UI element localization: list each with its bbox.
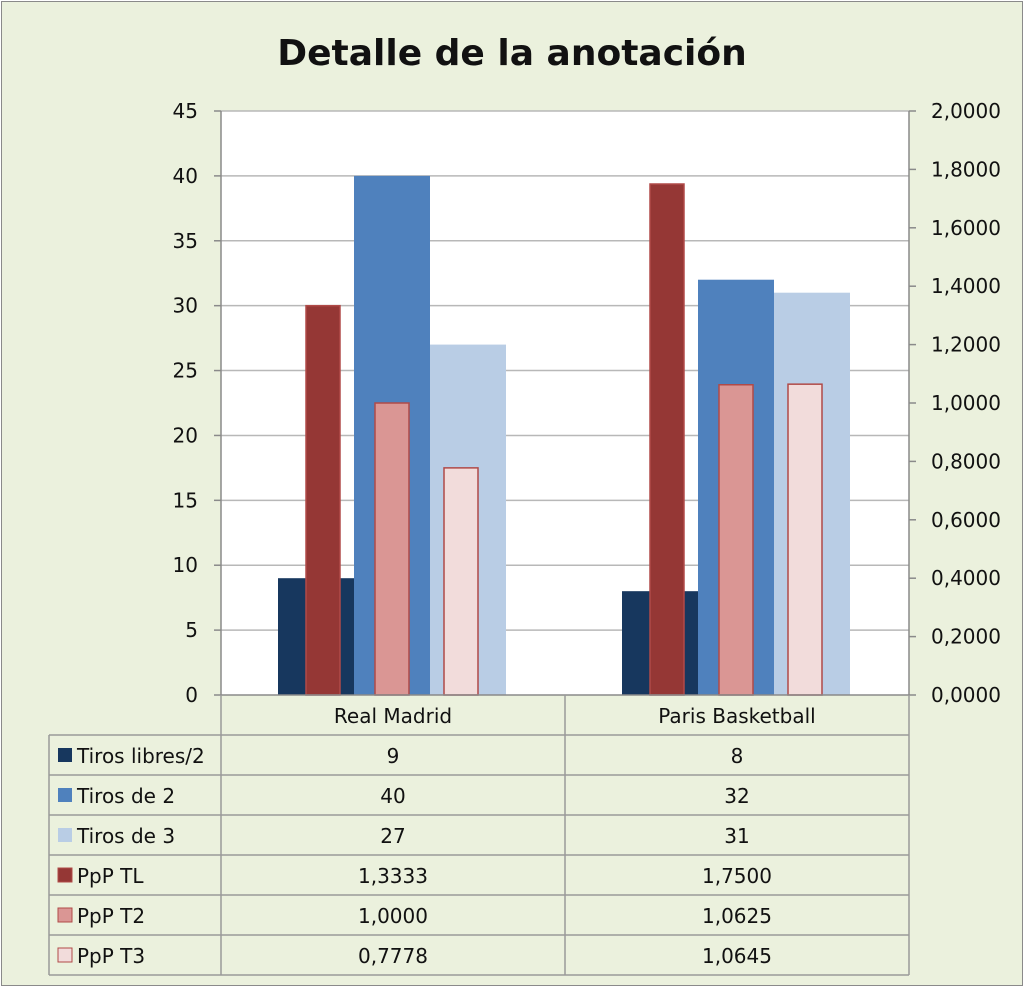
legend-label: PpP TL (77, 864, 144, 888)
legend-key (58, 748, 72, 762)
data-label: 40 (380, 784, 405, 808)
right-tick-label: 0,4000 (931, 566, 1001, 590)
left-tick-label: 20 (173, 423, 198, 447)
legend-label: Tiros de 3 (76, 824, 175, 848)
data-label: 9 (387, 744, 400, 768)
data-label: 1,7500 (702, 864, 772, 888)
left-tick-label: 25 (173, 359, 198, 383)
right-tick-label: 1,4000 (931, 274, 1001, 298)
right-tick-label: 0,0000 (931, 683, 1001, 707)
left-tick-label: 15 (173, 488, 198, 512)
left-tick-label: 0 (185, 683, 198, 707)
legend-label: Tiros de 2 (76, 784, 175, 808)
bar-ppp-tl (649, 183, 685, 696)
right-tick-label: 1,0000 (931, 391, 1001, 415)
data-label: 27 (380, 824, 405, 848)
right-tick-label: 0,2000 (931, 625, 1001, 649)
data-label: 1,3333 (358, 864, 428, 888)
left-axis-ticks: 0 5 10 15 20 25 30 35 40 45 (173, 99, 221, 707)
legend-label: PpP T2 (77, 904, 145, 928)
legend-key (57, 867, 73, 883)
legend-key (57, 947, 73, 963)
left-tick-label: 5 (185, 618, 198, 642)
bar-ppp-t3 (443, 467, 479, 696)
data-label: 1,0645 (702, 944, 772, 968)
bar-ppp-tl (305, 304, 341, 696)
bar-ppp-t3 (787, 383, 823, 696)
legend-key (58, 788, 72, 802)
data-label: 1,0625 (702, 904, 772, 928)
bars-secondary-axis (305, 183, 823, 696)
category-label: Real Madrid (334, 704, 452, 728)
right-tick-label: 1,6000 (931, 216, 1001, 240)
bar-ppp-t2 (374, 402, 410, 696)
right-tick-label: 1,2000 (931, 333, 1001, 357)
data-label: 31 (724, 824, 749, 848)
legend-label: PpP T3 (77, 944, 145, 968)
left-tick-label: 10 (173, 553, 198, 577)
left-tick-label: 35 (173, 229, 198, 253)
legend-key (58, 828, 72, 842)
right-tick-label: 0,6000 (931, 508, 1001, 532)
chart-title: Detalle de la anotación (277, 33, 747, 74)
data-label: 0,7778 (358, 944, 428, 968)
category-label: Paris Basketball (658, 704, 815, 728)
bar-ppp-t2 (718, 384, 754, 696)
data-label: 32 (724, 784, 749, 808)
left-tick-label: 40 (173, 164, 198, 188)
right-tick-label: 2,0000 (931, 99, 1001, 123)
right-axis-ticks: 0,0000 0,2000 0,4000 0,6000 0,8000 1,0000 1,20… (909, 99, 1001, 707)
data-table: Real Madrid Paris Basketball Tiros libres/… (48, 695, 910, 976)
right-tick-label: 0,8000 (931, 449, 1001, 473)
left-tick-label: 45 (173, 99, 198, 123)
legend-key (57, 907, 73, 923)
right-tick-label: 1,8000 (931, 157, 1001, 181)
data-label: 1,0000 (358, 904, 428, 928)
left-tick-label: 30 (173, 294, 198, 318)
data-label: 8 (731, 744, 744, 768)
legend-label: Tiros libres/2 (76, 744, 205, 768)
